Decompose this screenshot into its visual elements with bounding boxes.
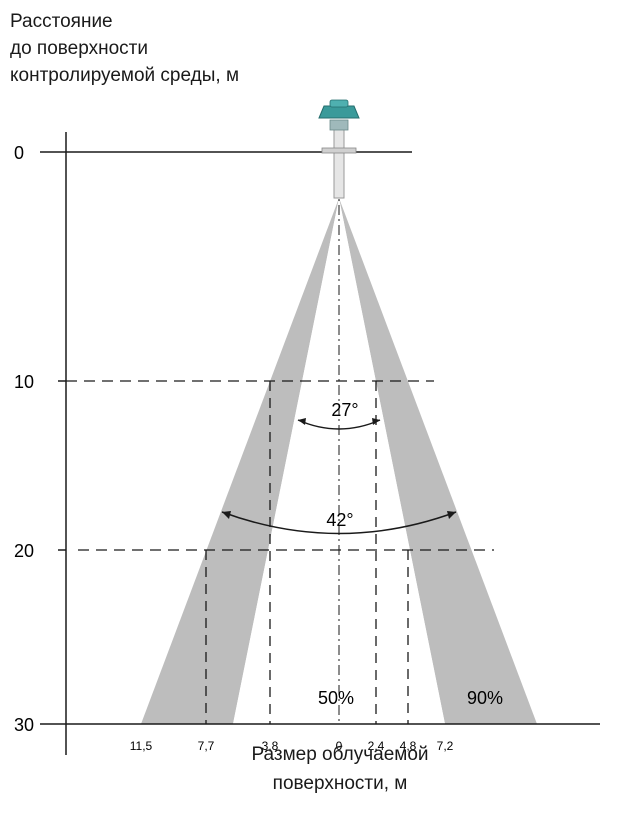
outer-cone-label: 90% bbox=[467, 688, 503, 708]
y-tick-10: 10 bbox=[14, 372, 34, 392]
x-tick-3-8: 3,8 bbox=[262, 739, 279, 753]
y-tick-0: 0 bbox=[14, 143, 24, 163]
inner-angle-label: 27° bbox=[331, 400, 358, 420]
x-axis-title: Размер облучаемой поверхности, м bbox=[190, 740, 490, 798]
y-axis-title-line-2: до поверхности bbox=[10, 38, 148, 59]
x-tick-7-2: 7,2 bbox=[437, 739, 454, 753]
y-tick-30: 30 bbox=[14, 715, 34, 735]
x-tick-2-4: 2,4 bbox=[368, 739, 385, 753]
x-tick-7-7: 7,7 bbox=[198, 739, 215, 753]
outer-cone-right bbox=[339, 198, 537, 724]
x-tick-0: 0 bbox=[336, 739, 343, 753]
x-axis-title-line-2: поверхности, м bbox=[272, 773, 408, 794]
outer-angle-label: 42° bbox=[326, 510, 353, 530]
y-axis-title: Расстояние до поверхности контролируемой… bbox=[10, 8, 239, 89]
arc-42 bbox=[221, 511, 457, 535]
inner-cone-label: 50% bbox=[318, 688, 354, 708]
y-axis-title-line-1: Расстояние bbox=[10, 11, 113, 32]
y-axis-title-line-3: контролируемой среды, м bbox=[10, 65, 240, 86]
outer-cone-left bbox=[141, 198, 339, 724]
radar-sensor-icon bbox=[318, 99, 360, 199]
x-tick-4-8: 4,8 bbox=[400, 739, 417, 753]
x-axis-title-line-1: Размер облучаемой bbox=[251, 744, 429, 765]
arc-27 bbox=[297, 419, 381, 430]
y-tick-20: 20 bbox=[14, 541, 34, 561]
x-tick-11-5: 11,5 bbox=[130, 739, 153, 753]
